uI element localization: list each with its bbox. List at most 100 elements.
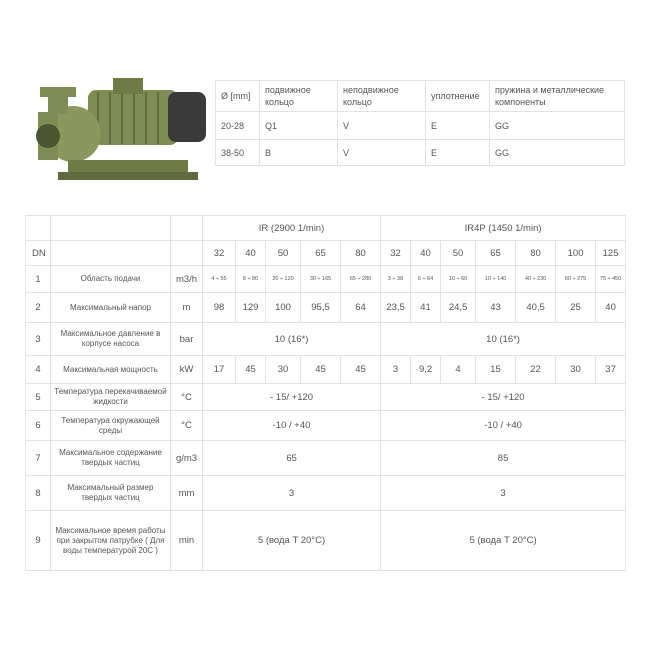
value-cell: 6 ÷ 64 — [410, 265, 442, 293]
dn-value: 100 — [555, 240, 597, 266]
cell: E — [425, 139, 490, 166]
row-label: Температура перекачиваемой жидкости — [50, 383, 171, 411]
value-cell: 24,5 — [440, 292, 477, 323]
dn-value: 40 — [235, 240, 266, 266]
row-unit: bar — [170, 322, 203, 356]
table-row: 5 Температура перекачиваемой жидкости °C - … — [25, 383, 627, 411]
table-row: 7 Максимальное содержание твердых частиц g… — [25, 440, 627, 476]
empty-cell — [170, 240, 203, 266]
table-row: 8 Максимальный размер твердых частиц mm 3 3 — [25, 475, 627, 511]
value-cell: 40,5 — [515, 292, 557, 323]
value-cell: 9,2 — [410, 355, 442, 384]
value-cell: 4 — [440, 355, 477, 384]
row-number: 8 — [25, 475, 51, 511]
value-cell: 17 — [202, 355, 236, 384]
row-unit: m3/h — [170, 265, 203, 293]
header-cell: подвижное кольцо — [259, 80, 338, 112]
value-cell: 60 ÷ 275 — [555, 265, 597, 293]
value-cell: 25 — [555, 292, 597, 323]
row-label: Максимальная мощность — [50, 355, 171, 384]
table-row: 9 Максимальное время работы при закрытом … — [25, 510, 627, 571]
value-cell: 22 — [515, 355, 557, 384]
row-label: Температура окружающей среды — [50, 410, 171, 441]
empty-cell — [170, 215, 203, 241]
cell: Q1 — [259, 111, 338, 140]
cell: GG — [489, 139, 625, 166]
header-cell: Ø [mm] — [215, 80, 260, 112]
dn-value: 65 — [300, 240, 341, 266]
cell: V — [337, 139, 426, 166]
table-row: 4 Максимальная мощность kW 17 45 30 45 45 3 9,2 4 1… — [25, 355, 627, 384]
ir4p-value: 3 — [380, 475, 627, 511]
ir-value: - 15/ +120 — [201, 383, 382, 411]
table-row: 3 Максимальное давление в корпусе насоса b… — [25, 322, 627, 356]
table-row: 2 Максимальный напор m 98 129 100 95,5 64 23,5 41… — [25, 292, 627, 323]
value-cell: 98 — [202, 292, 236, 323]
value-cell: 65 ÷ 280 — [339, 265, 382, 293]
value-cell: 75 ÷ 450 — [595, 265, 627, 293]
row-unit: °C — [170, 410, 203, 441]
ir-value: 3 — [201, 475, 382, 511]
row-number: 3 — [25, 322, 51, 356]
value-cell: 45 — [235, 355, 266, 384]
value-cell: 41 — [410, 292, 442, 323]
seal-materials-table: Ø [mm] подвижное кольцо неподвижное коль… — [215, 80, 625, 166]
group-header-row: IR (2900 1/min) IR4P (1450 1/min) — [25, 215, 627, 241]
row-unit: mm — [170, 475, 203, 511]
dn-value: 80 — [515, 240, 557, 266]
row-number: 9 — [25, 510, 51, 571]
row-unit: m — [170, 292, 203, 323]
row-label: Максимальное время работы при закрытом п… — [50, 510, 171, 571]
row-label: Максимальное содержание твердых частиц — [50, 440, 171, 476]
empty-cell — [25, 215, 51, 241]
row-number: 4 — [25, 355, 51, 384]
cell: E — [425, 111, 490, 140]
table-row: 20-28 Q1 V E GG — [215, 111, 625, 140]
row-number: 7 — [25, 440, 51, 476]
value-cell: 15 — [475, 355, 517, 384]
value-cell: 64 — [339, 292, 382, 323]
dn-row: DN 32 40 50 65 80 32 40 50 65 80 100 125 — [25, 240, 627, 266]
dn-value: 40 — [410, 240, 442, 266]
value-cell: 3 — [380, 355, 412, 384]
dn-value: 32 — [202, 240, 236, 266]
value-cell: 30 — [265, 355, 301, 384]
value-cell: 129 — [235, 292, 266, 323]
value-cell: 37 — [595, 355, 627, 384]
ir-value: -10 / +40 — [201, 410, 382, 441]
row-number: 2 — [25, 292, 51, 323]
dn-value: 65 — [475, 240, 517, 266]
row-label: Область подачи — [50, 265, 171, 293]
row-unit: g/m3 — [170, 440, 203, 476]
value-cell: 3 ÷ 38 — [380, 265, 412, 293]
value-cell: 95,5 — [300, 292, 341, 323]
value-cell: 23,5 — [380, 292, 412, 323]
ir-value: 5 (вода T 20°C) — [201, 510, 382, 571]
value-cell: 10 ÷ 60 — [440, 265, 477, 293]
ir4p-value: 85 — [380, 440, 627, 476]
row-label: Максимальный размер твердых частиц — [50, 475, 171, 511]
cell: 38-50 — [215, 139, 260, 166]
row-label: Максимальное давление в корпусе насоса — [50, 322, 171, 356]
ir4p-value: - 15/ +120 — [380, 383, 627, 411]
table-row: 6 Температура окружающей среды °C -10 / +40… — [25, 410, 627, 441]
pump-spec-table: IR (2900 1/min) IR4P (1450 1/min) DN 32 40 50… — [25, 215, 627, 571]
cell: 20-28 — [215, 111, 260, 140]
dn-value: 50 — [440, 240, 477, 266]
row-unit: kW — [170, 355, 203, 384]
row-number: 6 — [25, 410, 51, 441]
cell: V — [337, 111, 426, 140]
dn-value: 50 — [265, 240, 301, 266]
row-unit: °C — [170, 383, 203, 411]
value-cell: 4 ÷ 55 — [202, 265, 236, 293]
value-cell: 40 — [595, 292, 627, 323]
header-cell: неподвижное кольцо — [337, 80, 426, 112]
value-cell: 100 — [265, 292, 301, 323]
cell: B — [259, 139, 338, 166]
ir-value: 10 (16*) — [201, 322, 382, 356]
table-row: 1 Область подачи m3/h 4 ÷ 55 8 ÷ 80 20 ÷ 120 3… — [25, 265, 627, 293]
table-row: 38-50 B V E GG — [215, 139, 625, 166]
ir4p-value: 5 (вода T 20°C) — [380, 510, 627, 571]
value-cell: 40 ÷ 230 — [515, 265, 557, 293]
value-cell: 10 ÷ 140 — [475, 265, 517, 293]
